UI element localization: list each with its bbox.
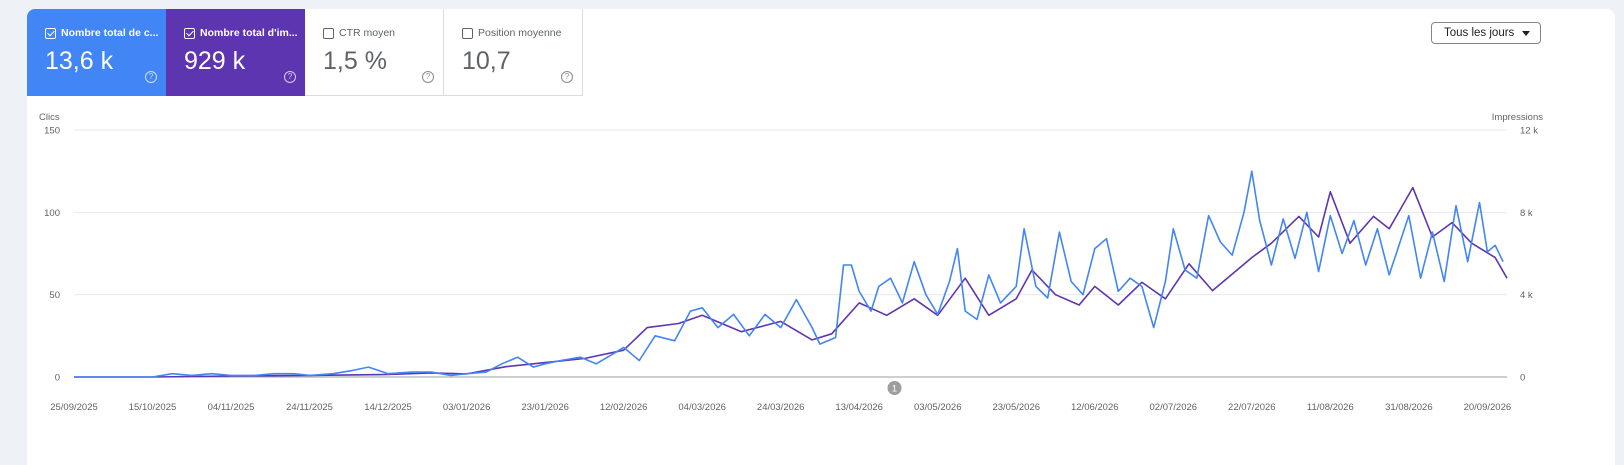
x-tick-label: 11/08/2026 — [1307, 402, 1354, 413]
metric-label: CTR moyen — [339, 27, 396, 39]
x-tick-label: 23/01/2026 — [521, 402, 569, 413]
metric-total-impressions[interactable]: Nombre total d'im... 929 k ? — [166, 9, 305, 96]
y-right-tick-label: 8 k — [1520, 208, 1533, 219]
metric-average-ctr[interactable]: CTR moyen 1,5 % ? — [305, 9, 444, 96]
metric-header: Nombre total d'im... — [184, 27, 298, 39]
x-tick-label: 20/09/2026 — [1464, 402, 1512, 413]
metric-value: 13,6 k — [45, 47, 114, 75]
y-left-tick-label: 100 — [44, 208, 60, 219]
x-tick-label: 12/02/2026 — [600, 402, 648, 413]
date-filter-dropdown[interactable]: Tous les jours — [1431, 22, 1541, 44]
metric-total-clicks[interactable]: Nombre total de c... 13,6 k ? — [27, 9, 166, 96]
metric-header: Nombre total de c... — [45, 27, 158, 39]
metric-label: Nombre total de c... — [61, 27, 159, 39]
x-tick-label: 31/08/2026 — [1385, 402, 1433, 413]
y-axis-right-ticks: 0 4 k 8 k 12 k — [1520, 126, 1538, 384]
checkbox-unchecked-icon[interactable] — [462, 27, 473, 39]
x-tick-label: 02/07/2026 — [1150, 402, 1198, 413]
checkbox-checked-icon[interactable] — [184, 27, 195, 39]
annotation-label: 1 — [892, 384, 897, 394]
metric-average-position[interactable]: Position moyenne 10,7 ? — [444, 9, 583, 96]
x-tick-label: 22/07/2026 — [1228, 402, 1276, 413]
chart-series — [74, 170, 1508, 378]
x-tick-label: 04/11/2025 — [208, 402, 255, 413]
annotation-marker[interactable] — [887, 381, 902, 395]
y-right-tick-label: 0 — [1520, 373, 1525, 384]
chart-annotation[interactable]: 1 — [887, 381, 902, 395]
x-tick-label: 24/11/2025 — [286, 402, 333, 413]
y-axis-right-label: Impressions — [1492, 112, 1543, 123]
date-filter-label: Tous les jours — [1444, 27, 1515, 39]
help-icon[interactable]: ? — [145, 71, 157, 83]
metric-label: Nombre total d'im... — [200, 27, 298, 39]
performance-card: Nombre total de c... 13,6 k ? Nombre tot… — [27, 9, 1615, 465]
metric-value: 10,7 — [462, 47, 511, 75]
dropdown-arrow-icon — [1522, 31, 1530, 36]
x-axis-ticks: 25/09/2025 15/10/2025 04/11/2025 24/11/2025… — [50, 402, 1511, 413]
checkbox-checked-icon[interactable] — [45, 27, 56, 39]
x-tick-label: 13/04/2026 — [835, 402, 883, 413]
x-tick-label: 23/05/2026 — [992, 402, 1040, 413]
y-axis-left-label: Clics — [39, 112, 60, 123]
x-tick-label: 03/01/2026 — [443, 402, 491, 413]
clicks-series-line — [74, 170, 1504, 378]
chart-grid — [74, 129, 1507, 378]
checkbox-unchecked-icon[interactable] — [323, 27, 334, 39]
x-tick-label: 15/10/2025 — [129, 402, 177, 413]
impressions-series-line — [74, 186, 1508, 378]
metric-value: 1,5 % — [323, 47, 387, 75]
y-left-tick-label: 0 — [55, 373, 60, 384]
x-tick-label: 03/05/2026 — [914, 402, 962, 413]
x-tick-label: 24/03/2026 — [757, 402, 805, 413]
metric-value: 929 k — [184, 47, 246, 75]
y-left-tick-label: 50 — [49, 290, 60, 301]
y-right-tick-label: 12 k — [1520, 126, 1538, 137]
y-right-tick-label: 4 k — [1520, 290, 1533, 301]
x-tick-label: 04/03/2026 — [678, 402, 726, 413]
y-left-tick-label: 150 — [44, 126, 60, 137]
metric-header: CTR moyen — [323, 27, 395, 39]
x-tick-label: 12/06/2026 — [1071, 402, 1119, 413]
y-axis-left-ticks: 0 50 100 150 — [44, 126, 60, 384]
help-icon[interactable]: ? — [561, 71, 573, 83]
x-tick-label: 25/09/2025 — [50, 402, 98, 413]
metric-label: Position moyenne — [478, 27, 562, 39]
help-icon[interactable]: ? — [284, 71, 296, 83]
help-icon[interactable]: ? — [422, 71, 434, 83]
metric-header: Position moyenne — [462, 27, 561, 39]
x-tick-label: 14/12/2025 — [364, 402, 412, 413]
